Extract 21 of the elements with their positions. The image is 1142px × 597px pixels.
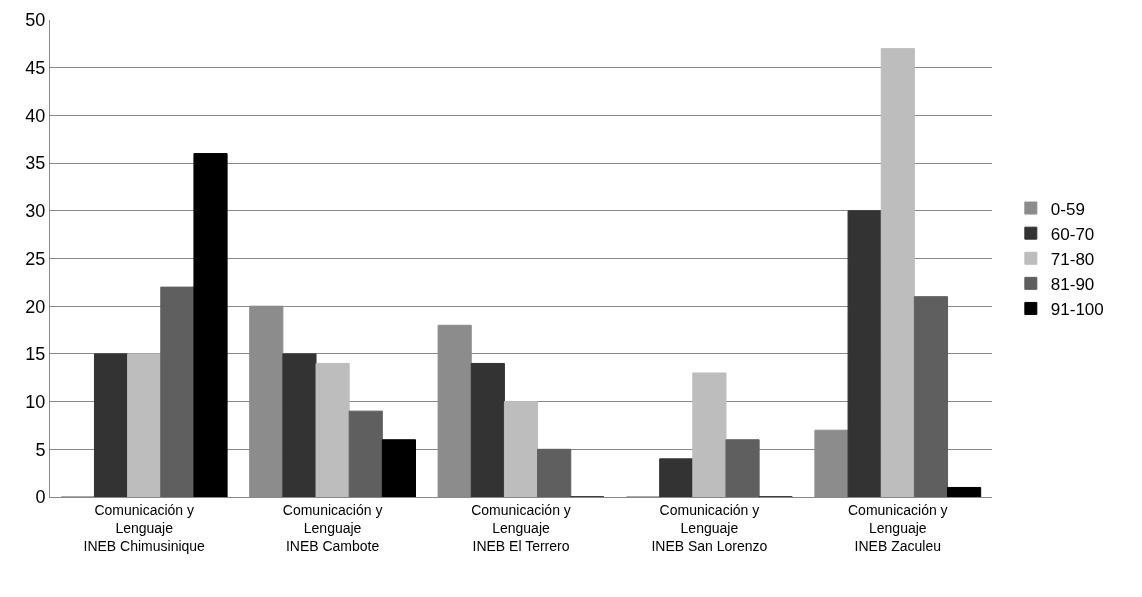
y-tick-label: 45 — [25, 58, 46, 78]
y-tick-label: 40 — [25, 105, 46, 126]
y-tick-label: 25 — [25, 248, 46, 269]
y-tick-label: 15 — [25, 344, 46, 365]
x-tick-label: Comunicación y Lenguaje INEB Chimusinique — [83, 501, 206, 555]
legend-label: 91-100 — [1050, 300, 1104, 320]
y-tick-label: 20 — [25, 296, 46, 317]
x-tick-label: Comunicación y Lenguaje INEB El Terrero — [471, 501, 571, 555]
x-tick-label: Comunicación y Lenguaje INEB Cambote — [282, 501, 383, 555]
legend-label: 60-70 — [1050, 224, 1095, 244]
y-tick-label: 10 — [25, 391, 46, 412]
x-tick-label: Comunicación y Lenguaje INEB Zaculeu — [848, 501, 948, 555]
legend-label: 0-59 — [1050, 199, 1085, 219]
x-tick-label: Comunicación y Lenguaje INEB San Lorenzo — [651, 501, 768, 555]
y-tick-label: 50 — [25, 10, 46, 31]
legend-label: 81-90 — [1050, 274, 1095, 294]
y-tick-label: 0 — [35, 487, 46, 508]
y-tick-label: 35 — [25, 153, 46, 174]
y-tick-label: 5 — [35, 439, 46, 460]
legend-label: 71-80 — [1050, 249, 1095, 269]
y-tick-label: 30 — [25, 201, 46, 222]
